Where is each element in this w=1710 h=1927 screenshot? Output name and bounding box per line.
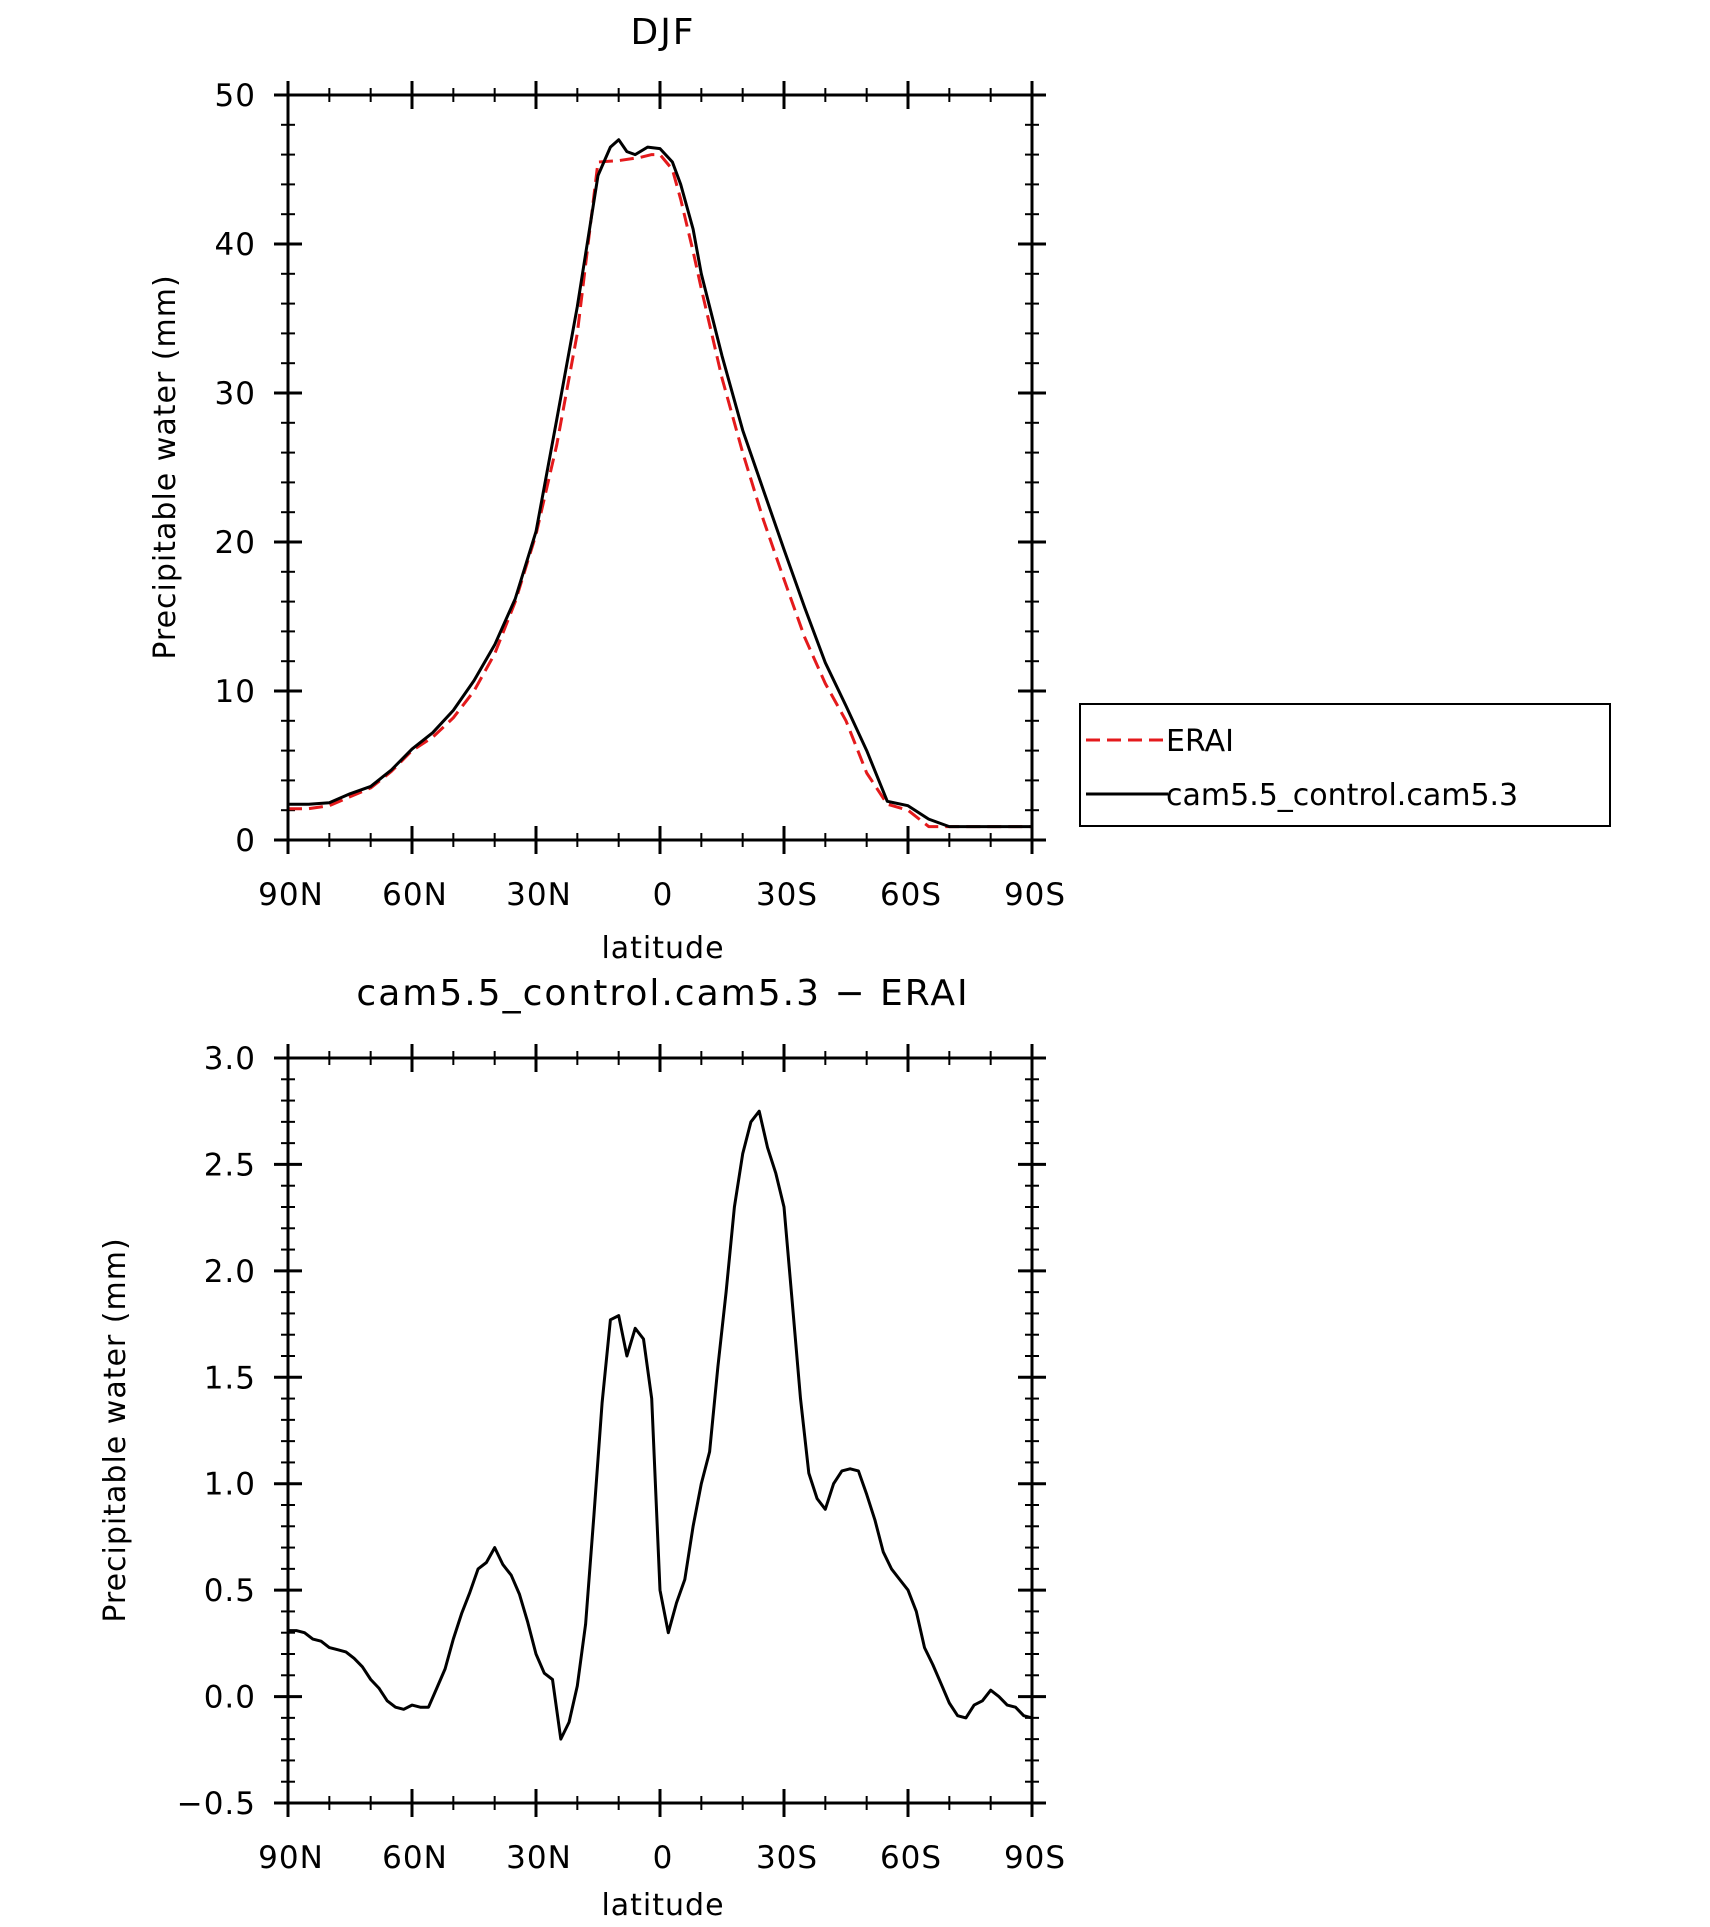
difference-y-tick-label: 2.5 [204,1147,256,1183]
difference-x-tick-label: 60S [880,1840,942,1876]
djf-y-tick-label: 50 [215,78,256,114]
difference-x-tick-labels: 90N 60N 30N 0 30S 60S 90S [258,1840,1066,1876]
djf-series-line-erai [288,153,1032,829]
difference-x-tick-label: 0 [653,1840,674,1876]
djf-chart-title: DJF [630,12,695,53]
djf-y-tick-label: 40 [215,227,256,263]
difference-chart-title: cam5.5_control.cam5.3 − ERAI [356,973,969,1014]
djf-series-lines [288,138,1032,829]
difference-y-tick-label: 0.5 [204,1573,256,1609]
djf-series-line-cam5-5-control-cam5-3 [288,138,1032,829]
djf-y-tick-label: 20 [215,525,256,561]
djf-x-tick-label: 90S [1004,877,1066,913]
djf-x-tick-label: 0 [653,877,674,913]
djf-y-axis-label: Precipitable water (mm) [148,274,183,659]
difference-series-lines [288,1109,1033,1741]
difference-plot-frame [286,1056,1034,1805]
difference-y-axis-label: Precipitable water (mm) [98,1237,133,1622]
djf-x-tick-label: 60N [382,877,448,913]
difference-y-tick-labels: −0.5 0.0 0.5 1.0 1.5 2.0 2.5 3.0 [177,1041,256,1822]
difference-x-tick-label: 90S [1004,1840,1066,1876]
djf-x-tick-label: 30S [756,877,818,913]
legend: ERAI cam5.5_control.cam5.3 [1079,703,1611,827]
difference-x-tick-label: 60N [382,1840,448,1876]
djf-y-tick-label: 0 [235,823,256,859]
difference-y-tick-label: 2.0 [204,1254,256,1290]
difference-y-tick-label: −0.5 [177,1786,256,1822]
difference-panel: cam5.5_control.cam5.3 − ERAI −0.5 0.0 0.5 1… [98,973,1066,1923]
djf-y-tick-labels: 0 10 20 30 40 50 [215,78,256,859]
djf-y-tick-label: 30 [215,376,256,412]
difference-y-tick-label: 1.5 [204,1360,256,1396]
djf-tick-marks [274,81,1046,854]
djf-panel: DJF 0 10 20 30 40 50 90N 60N 30N 0 30S 60S 90S lati… [148,12,1066,966]
legend-label-erai: ERAI [1166,724,1234,759]
djf-plot-frame [286,93,1034,842]
djf-x-tick-label: 60S [880,877,942,913]
legend-label-cam: cam5.5_control.cam5.3 [1166,778,1518,813]
difference-y-tick-label: 0.0 [204,1680,256,1716]
legend-frame [1079,703,1611,827]
djf-x-axis-label: latitude [601,931,724,966]
djf-x-tick-labels: 90N 60N 30N 0 30S 60S 90S [258,877,1066,913]
djf-x-tick-label: 90N [258,877,324,913]
difference-x-tick-label: 30N [506,1840,572,1876]
difference-y-tick-label: 1.0 [204,1467,256,1503]
djf-x-tick-label: 30N [506,877,572,913]
difference-x-tick-label: 90N [258,1840,324,1876]
djf-y-tick-label: 10 [215,674,256,710]
difference-y-tick-label: 3.0 [204,1041,256,1077]
difference-series-line-0 [288,1109,1033,1741]
difference-x-tick-label: 30S [756,1840,818,1876]
difference-x-axis-label: latitude [601,1888,724,1922]
